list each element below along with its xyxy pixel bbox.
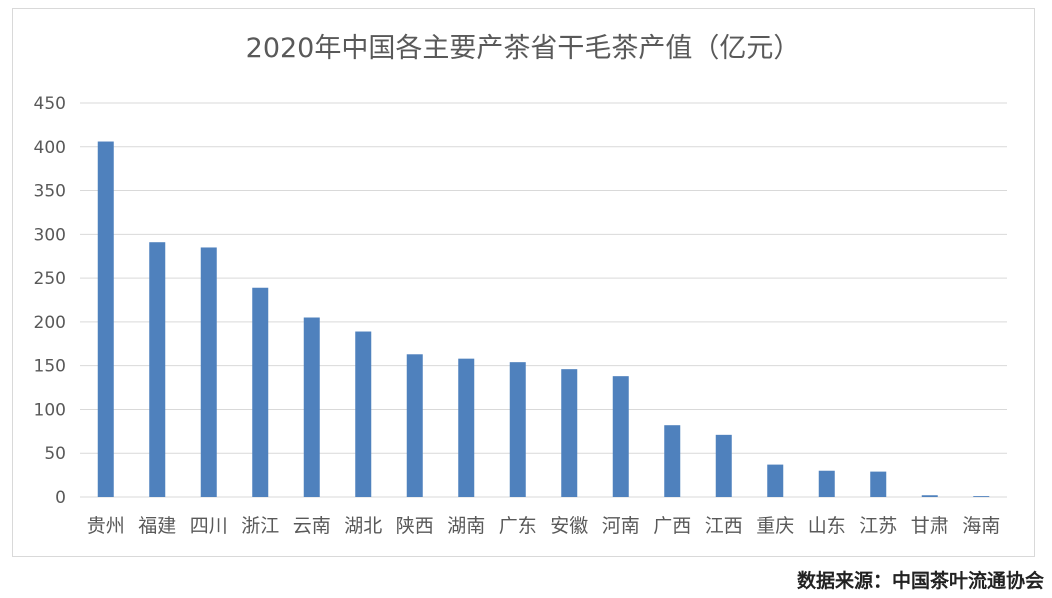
y-tick-label: 150 [34,357,66,377]
y-tick-label: 50 [44,444,66,464]
y-tick-label: 200 [34,313,66,333]
x-tick-label: 山东 [808,515,846,537]
grid-lines [80,102,1007,498]
x-tick-label: 安徽 [550,515,588,537]
source-note: 数据来源：中国茶叶流通协会 [796,570,1044,592]
x-tick-label: 陕西 [396,515,434,537]
bar-13 [767,464,784,497]
y-tick-label: 400 [34,138,66,158]
bars [97,141,990,497]
x-tick-label: 江苏 [859,515,897,537]
chart-title: 2020年中国各主要产茶省干毛茶产值（亿元） [246,33,801,64]
x-tick-label: 湖北 [344,515,382,537]
bar-2 [200,247,217,497]
x-tick-label: 广东 [499,515,537,537]
x-tick-label: 贵州 [87,515,125,537]
x-tick-label: 甘肃 [911,515,949,537]
bar-0 [97,141,114,497]
bar-5 [355,331,372,497]
y-tick-label: 350 [34,182,66,202]
bar-3 [252,287,269,497]
bar-16 [921,495,938,497]
bar-7 [458,358,475,497]
x-tick-label: 河南 [602,515,640,537]
x-tick-label: 海南 [962,515,1000,537]
x-tick-label: 浙江 [241,515,279,537]
y-tick-label: 450 [34,94,66,114]
bar-8 [509,362,526,497]
x-tick-label: 重庆 [756,515,794,537]
y-tick-label: 0 [55,488,66,508]
x-tick-label: 福建 [138,515,176,537]
bar-11 [664,425,681,497]
x-axis-labels: 贵州 福建 四川 浙江 云南 湖北 陕西 湖南 广东 安徽 河南 广西 江西 重庆 山东 江苏 甘肃 海南 [87,515,1001,537]
bar-12 [715,434,732,497]
y-tick-label: 100 [34,400,66,420]
x-tick-label: 四川 [190,515,228,537]
bar-14 [818,470,835,497]
bar-9 [561,369,578,497]
bar-6 [406,354,423,497]
x-tick-label: 江西 [705,515,743,537]
x-tick-label: 湖南 [447,515,485,537]
bar-15 [870,471,887,497]
x-tick-label: 云南 [293,515,331,537]
bar-1 [149,242,166,497]
bar-10 [612,376,629,497]
y-tick-label: 250 [34,269,66,289]
y-axis-ticks: 0 50 100 150 200 250 300 350 400 450 [34,94,66,508]
bar-17 [973,496,990,497]
bar-4 [303,317,320,497]
x-tick-label: 广西 [653,515,691,537]
y-tick-label: 300 [34,225,66,245]
